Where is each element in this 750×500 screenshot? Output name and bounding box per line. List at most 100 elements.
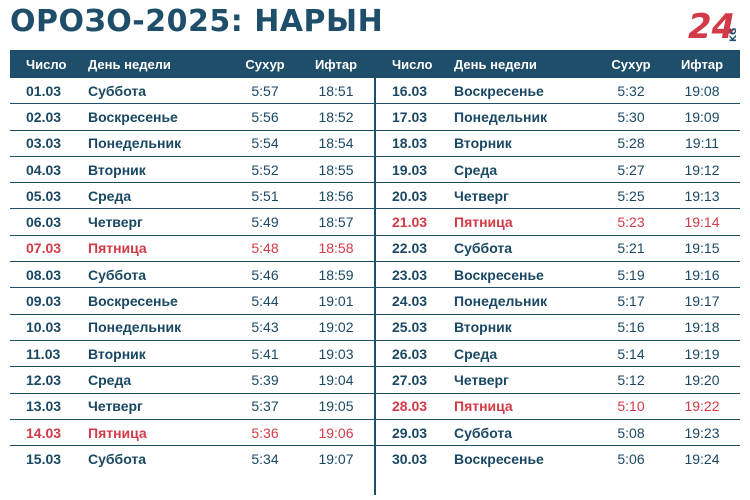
cell-iftar: 19:02 — [318, 319, 354, 336]
cell-date: 25.03 — [392, 319, 428, 336]
cell-suhur: 5:37 — [251, 398, 279, 415]
cell-suhur: 5:14 — [617, 345, 645, 362]
table-row: 01.03 Суббота 5:57 18:51 — [10, 78, 374, 105]
cell-date: 22.03 — [392, 240, 428, 257]
table-row: 29.03 Суббота 5:08 19:23 — [376, 420, 740, 447]
cell-iftar: 19:18 — [684, 319, 720, 336]
cell-date: 24.03 — [392, 293, 428, 310]
cell-day: Суббота — [88, 266, 147, 283]
page-title: ОРОЗО-2025: НАРЫН — [10, 4, 384, 39]
table-row: 22.03 Суббота 5:21 19:15 — [376, 236, 740, 263]
cell-iftar: 19:12 — [684, 161, 720, 178]
cell-day: Вторник — [88, 161, 146, 178]
cell-day: Среда — [454, 345, 498, 362]
cell-suhur: 5:32 — [617, 82, 645, 99]
table-row: 23.03 Воскресенье 5:19 19:16 — [376, 262, 740, 289]
cell-suhur: 5:54 — [251, 135, 279, 152]
cell-day: Вторник — [454, 135, 512, 152]
cell-iftar: 19:06 — [318, 424, 354, 441]
cell-date: 23.03 — [392, 266, 428, 283]
cell-date: 27.03 — [392, 371, 428, 388]
cell-day: Вторник — [88, 345, 146, 362]
table-header: Число День недели Сухур Ифтар — [376, 50, 740, 78]
cell-iftar: 19:11 — [685, 135, 719, 152]
cell-suhur: 5:52 — [251, 161, 279, 178]
column-divider — [374, 50, 376, 495]
cell-iftar: 19:20 — [684, 371, 720, 388]
cell-date: 01.03 — [26, 82, 62, 99]
table-row: 20.03 Четверг 5:25 19:13 — [376, 183, 740, 210]
cell-iftar: 18:58 — [318, 240, 354, 257]
cell-suhur: 5:36 — [251, 424, 279, 441]
cell-suhur: 5:44 — [251, 293, 279, 310]
table-row: 30.03 Воскресенье 5:06 19:24 — [376, 446, 740, 472]
cell-suhur: 5:34 — [251, 451, 279, 468]
header-suhur: Сухур — [611, 56, 651, 72]
cell-iftar: 18:57 — [318, 214, 354, 231]
cell-day: Четверг — [454, 371, 509, 388]
cell-iftar: 19:13 — [684, 187, 720, 204]
cell-day: Воскресенье — [454, 451, 544, 468]
cell-suhur: 5:17 — [617, 293, 645, 310]
cell-day: Среда — [88, 371, 132, 388]
cell-date: 12.03 — [26, 371, 62, 388]
cell-date: 07.03 — [26, 240, 62, 257]
header-iftar: Ифтар — [680, 56, 724, 72]
cell-suhur: 5:23 — [617, 214, 645, 231]
cell-suhur: 5:30 — [617, 108, 645, 125]
cell-date: 05.03 — [26, 187, 62, 204]
table-row: 15.03 Суббота 5:34 19:07 — [10, 446, 374, 472]
cell-suhur: 5:48 — [251, 240, 279, 257]
cell-day: Суббота — [88, 451, 147, 468]
cell-iftar: 18:51 — [318, 82, 354, 99]
cell-iftar: 19:03 — [318, 345, 354, 362]
cell-day: Пятница — [88, 240, 147, 257]
table-row: 10.03 Понедельник 5:43 19:02 — [10, 315, 374, 341]
cell-iftar: 19:04 — [318, 371, 354, 388]
cell-iftar: 19:14 — [684, 214, 720, 231]
cell-suhur: 5:08 — [617, 424, 645, 441]
cell-suhur: 5:12 — [617, 371, 645, 388]
cell-suhur: 5:43 — [251, 319, 279, 336]
header-iftar: Ифтар — [314, 56, 358, 72]
table-row: 08.03 Суббота 5:46 18:59 — [10, 262, 374, 289]
cell-day: Суббота — [454, 424, 513, 441]
table-row: 16.03 Воскресенье 5:32 19:08 — [376, 78, 740, 105]
schedule-right-table: Число День недели Сухур Ифтар 16.03 Воскр… — [376, 50, 740, 472]
cell-suhur: 5:06 — [617, 451, 645, 468]
cell-date: 30.03 — [392, 451, 428, 468]
cell-day: Четверг — [88, 214, 143, 231]
cell-suhur: 5:57 — [251, 82, 279, 99]
cell-iftar: 19:22 — [684, 398, 720, 415]
table-row: 07.03 Пятница 5:48 18:58 — [10, 236, 374, 263]
cell-date: 03.03 — [26, 135, 62, 152]
table-row: 05.03 Среда 5:51 18:56 — [10, 183, 374, 210]
cell-iftar: 19:07 — [318, 451, 354, 468]
header-day: День недели — [454, 56, 537, 72]
cell-date: 26.03 — [392, 345, 428, 362]
cell-day: Воскресенье — [88, 108, 178, 125]
cell-day: Воскресенье — [88, 293, 178, 310]
logo-sub-text: KG — [729, 28, 739, 42]
table-row: 25.03 Вторник 5:16 19:18 — [376, 315, 740, 341]
cell-date: 06.03 — [26, 214, 62, 231]
cell-suhur: 5:49 — [251, 214, 279, 231]
cell-day: Среда — [88, 187, 132, 204]
cell-suhur: 5:25 — [617, 187, 645, 204]
cell-day: Воскресенье — [454, 82, 544, 99]
logo-main-text: 24 — [688, 7, 735, 46]
table-row: 26.03 Среда 5:14 19:19 — [376, 341, 740, 368]
cell-date: 10.03 — [26, 319, 62, 336]
cell-suhur: 5:10 — [617, 398, 645, 415]
cell-date: 18.03 — [392, 135, 428, 152]
cell-iftar: 19:23 — [684, 424, 720, 441]
table-row: 27.03 Четверг 5:12 19:20 — [376, 367, 740, 394]
table-body: 16.03 Воскресенье 5:32 19:08 17.03 Понедельни… — [376, 78, 740, 472]
cell-iftar: 18:52 — [318, 108, 354, 125]
cell-suhur: 5:27 — [617, 161, 645, 178]
table-row: 12.03 Среда 5:39 19:04 — [10, 367, 374, 394]
table-row: 18.03 Вторник 5:28 19:11 — [376, 131, 740, 157]
cell-suhur: 5:21 — [617, 240, 645, 257]
cell-iftar: 19:16 — [684, 266, 720, 283]
cell-iftar: 19:01 — [318, 293, 354, 310]
